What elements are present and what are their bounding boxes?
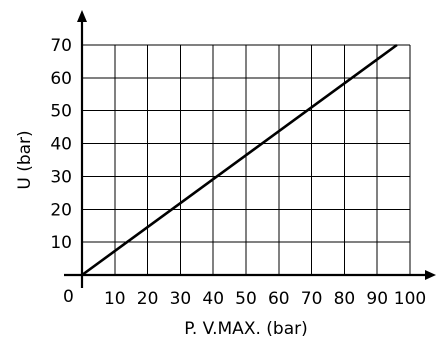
x-axis-label: P. V.MAX. (bar)	[184, 319, 307, 339]
axes	[64, 10, 436, 288]
series-group	[81, 43, 398, 277]
x-tick-label: 80	[334, 289, 356, 309]
y-axis-arrow-icon	[77, 10, 87, 22]
y-tick-label: 40	[50, 135, 72, 155]
x-axis-arrow-icon	[425, 270, 436, 280]
y-axis-label: U (bar)	[15, 130, 35, 189]
series-line	[81, 43, 398, 277]
y-tick-label: 20	[50, 200, 72, 220]
x-tick-label: 10	[104, 289, 126, 309]
x-tick-label: 70	[301, 289, 323, 309]
grid	[82, 44, 411, 275]
origin-label: 0	[63, 287, 74, 307]
x-tick-label: 90	[366, 289, 388, 309]
x-tick-label: 30	[170, 289, 192, 309]
x-tick-labels: 10 20 30 40 50 60 70 80 90 100	[104, 289, 426, 309]
y-tick-label: 60	[50, 69, 72, 89]
y-tick-labels: 10 20 30 40 50 60 70	[50, 36, 72, 253]
x-tick-label: 60	[268, 289, 290, 309]
x-tick-label: 50	[235, 289, 257, 309]
y-tick-label: 70	[50, 36, 72, 56]
y-tick-label: 10	[50, 233, 72, 253]
x-tick-label: 100	[394, 289, 426, 309]
x-tick-label: 40	[202, 289, 224, 309]
y-tick-label: 50	[50, 102, 72, 122]
y-tick-label: 30	[50, 167, 72, 187]
x-tick-label: 20	[137, 289, 159, 309]
